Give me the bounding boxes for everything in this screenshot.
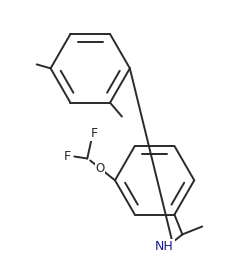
Text: F: F xyxy=(90,127,97,140)
Text: NH: NH xyxy=(155,240,173,253)
Text: O: O xyxy=(95,162,104,175)
Text: F: F xyxy=(64,150,71,163)
